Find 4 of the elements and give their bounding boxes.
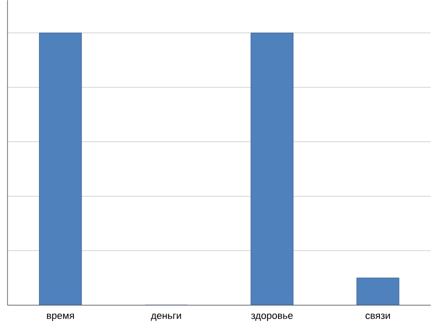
x-tick-label: здоровье <box>251 314 293 322</box>
x-tick-label: связи <box>366 314 390 320</box>
x-tick-label: деньги <box>150 314 181 322</box>
x-tick-label: время <box>46 314 74 322</box>
